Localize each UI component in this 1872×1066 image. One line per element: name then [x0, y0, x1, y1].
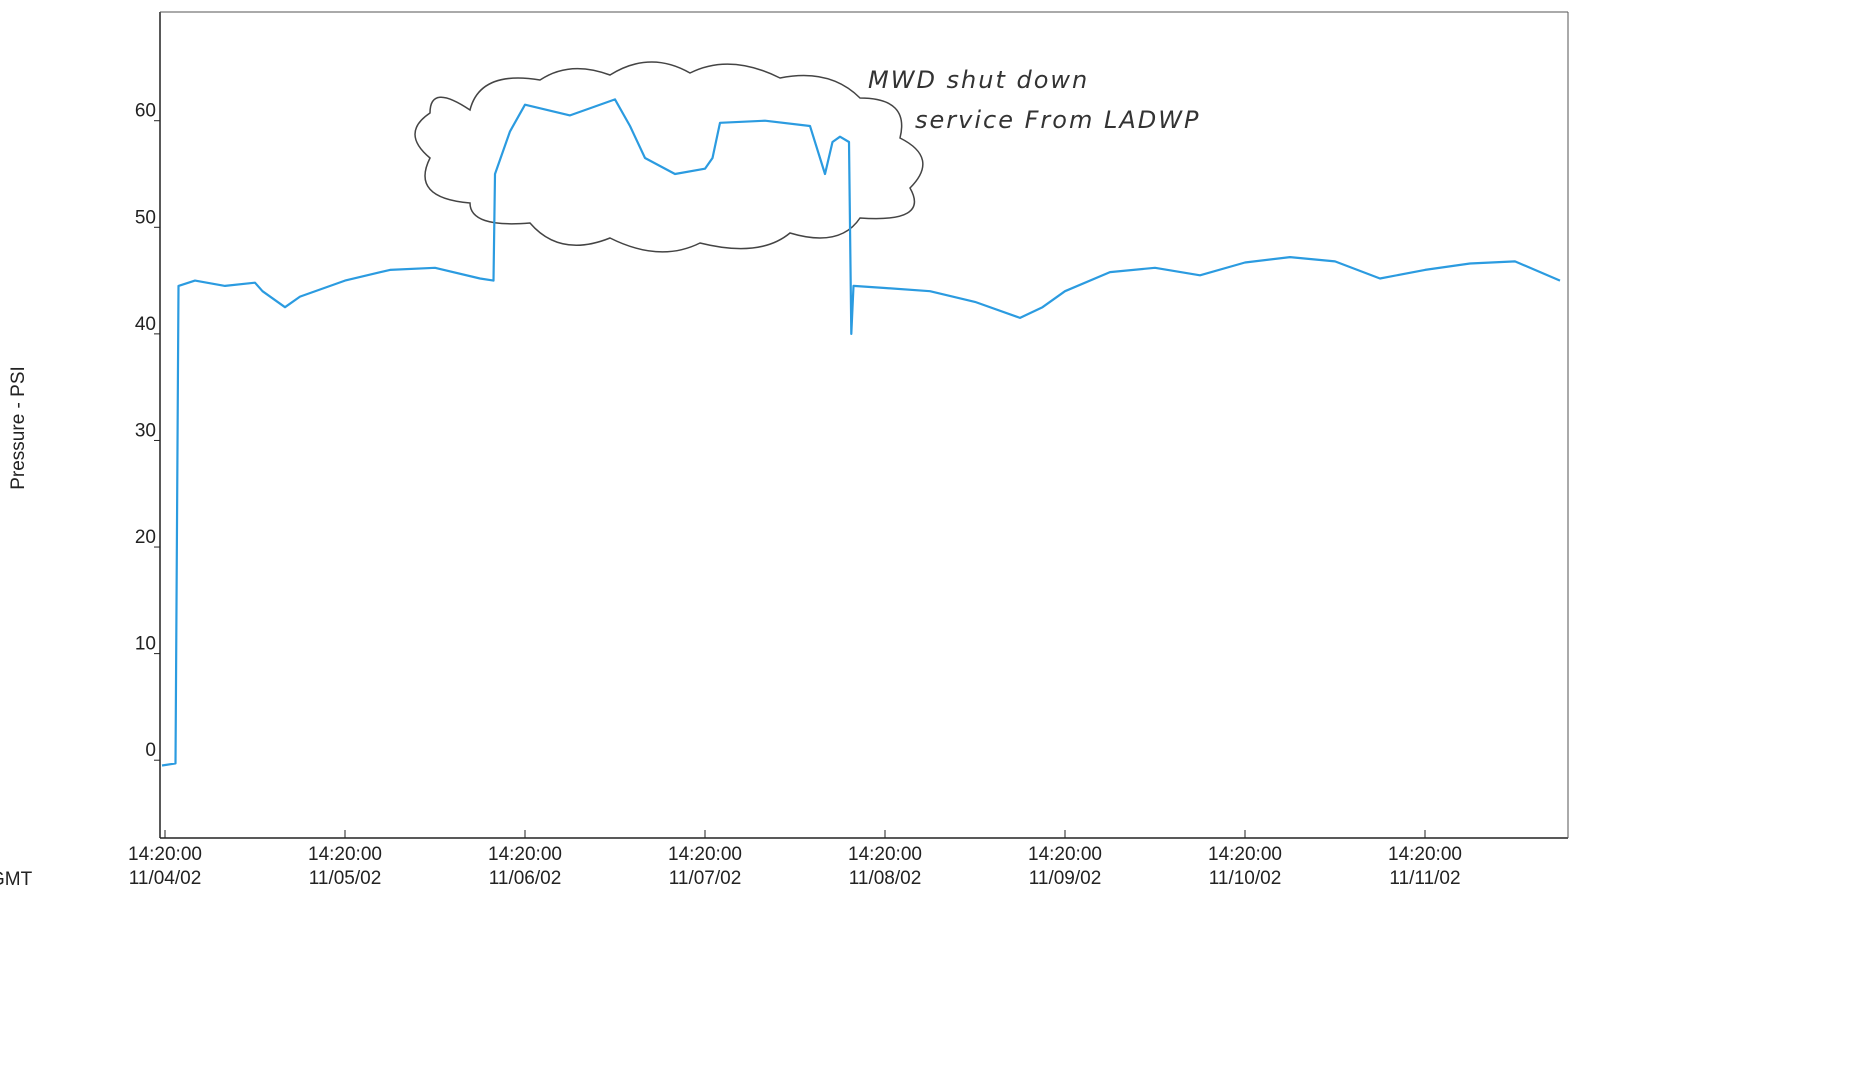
x-tick-label: 11/08/02: [849, 868, 922, 889]
y-tick-label: 20: [135, 527, 156, 548]
x-tick-label: 14:20:00: [488, 844, 562, 865]
x-tick-label: 11/04/02: [129, 868, 202, 889]
x-tick-label: 11/06/02: [489, 868, 562, 889]
x-tick-label: 11/09/02: [1029, 868, 1102, 889]
x-tick-label: 14:20:00: [668, 844, 742, 865]
y-tick-label: 60: [135, 101, 156, 122]
x-tick-label: 11/07/02: [669, 868, 742, 889]
x-tick-label: 14:20:00: [1028, 844, 1102, 865]
annotation-cloud: [414, 61, 924, 253]
y-tick-label: 10: [135, 634, 156, 655]
x-tick-label: 14:20:00: [308, 844, 382, 865]
x-tick-label: 11/11/02: [1389, 868, 1460, 889]
pressure-line: [161, 98, 1561, 767]
annotation: MWD shut down: [868, 66, 1089, 94]
x-tick-label: 14:20:00: [1388, 844, 1462, 865]
x-tick-label: 14:20:00: [848, 844, 922, 865]
x-tick-label: 14:20:00: [1208, 844, 1282, 865]
y-tick-label: 0: [145, 740, 156, 761]
y-axis-label: Pressure - PSI: [8, 366, 29, 490]
y-tick-label: 40: [135, 314, 156, 335]
x-axis-label: GMT: [0, 869, 33, 890]
x-tick-label: 11/05/02: [309, 868, 382, 889]
annotation: service From LADWP: [915, 106, 1200, 134]
x-tick-label: 11/10/02: [1209, 868, 1282, 889]
x-tick-label: 14:20:00: [128, 844, 202, 865]
y-tick-label: 50: [135, 207, 156, 228]
y-tick-label: 30: [135, 420, 156, 441]
